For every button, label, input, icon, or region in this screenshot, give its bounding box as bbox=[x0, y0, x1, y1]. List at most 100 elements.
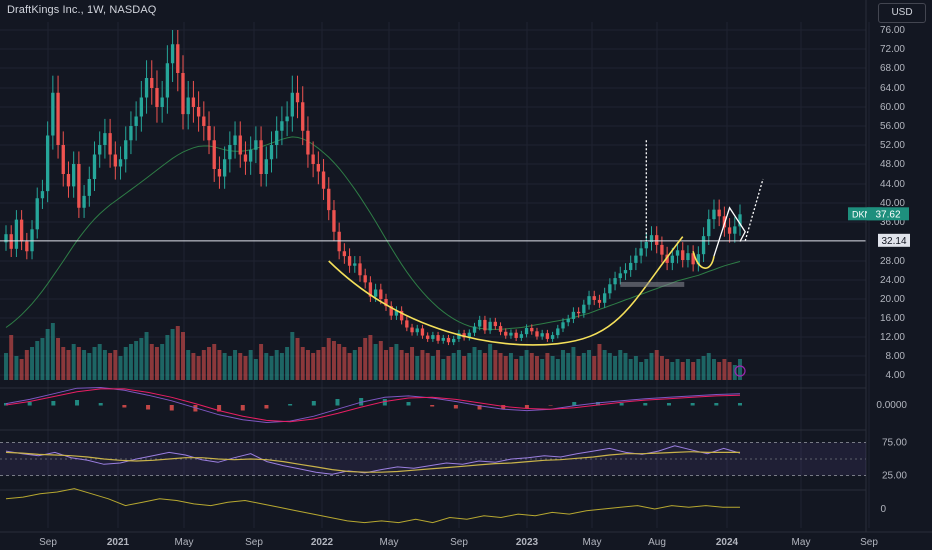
time-axis[interactable]: Sep 2021 May Sep 2022 May Sep 2023 May Aug 2024 May… bbox=[0, 531, 932, 548]
candle-body bbox=[696, 254, 701, 265]
candle-body bbox=[217, 169, 222, 177]
candle-body bbox=[347, 256, 352, 266]
macd-histogram-bar bbox=[406, 402, 411, 406]
candle-body bbox=[285, 116, 289, 122]
symbol-label: DKNG bbox=[852, 209, 878, 219]
candle-body bbox=[259, 140, 263, 174]
volume-bar bbox=[384, 350, 388, 380]
candle-body bbox=[425, 335, 430, 339]
rsi-tick-label: 25.00 bbox=[882, 471, 907, 482]
volume-bar bbox=[337, 344, 342, 380]
candle-body bbox=[540, 333, 544, 337]
macd-histogram-bar bbox=[51, 401, 56, 406]
volume-bar bbox=[160, 344, 165, 380]
volume-bar bbox=[597, 344, 602, 380]
macd-histogram-bar bbox=[217, 405, 222, 412]
candle-body bbox=[98, 145, 102, 155]
volume-bar bbox=[446, 356, 451, 380]
candle-body bbox=[368, 282, 373, 297]
volume-bar bbox=[212, 344, 217, 380]
volume-bar bbox=[207, 347, 211, 380]
candle-body bbox=[9, 234, 13, 249]
candle-body bbox=[592, 296, 596, 300]
macd-histogram-bar bbox=[122, 405, 127, 408]
candle-body bbox=[144, 78, 149, 98]
volume-bar bbox=[613, 356, 618, 380]
x-tick-label: May bbox=[583, 537, 602, 548]
macd-histogram-bar bbox=[264, 405, 269, 409]
candle-body bbox=[19, 219, 24, 242]
candle-body bbox=[353, 263, 357, 266]
volume-bar bbox=[149, 344, 154, 380]
volume-bar bbox=[649, 353, 654, 380]
breakout-projection bbox=[744, 178, 764, 241]
candle-body bbox=[202, 116, 206, 126]
currency-button[interactable]: USD bbox=[878, 3, 926, 23]
volume-bar bbox=[654, 350, 659, 380]
price-axis[interactable]: 76.00 72.00 68.00 64.00 60.00 56.00 52.00 48.00… bbox=[865, 0, 906, 532]
y-tick-label: 16.00 bbox=[880, 313, 905, 324]
macd-histogram-bar bbox=[288, 404, 293, 406]
volume-bar bbox=[165, 335, 170, 380]
macd-tick-label: 0.0000 bbox=[876, 400, 907, 411]
volume-bar bbox=[373, 344, 378, 380]
candle-body bbox=[196, 107, 201, 117]
y-tick-label: 8.00 bbox=[886, 351, 906, 362]
volume-bar bbox=[253, 359, 258, 380]
volume-bar bbox=[305, 350, 310, 380]
chart-title: DraftKings Inc., 1W, NASDAQ bbox=[7, 4, 157, 16]
volume-bar bbox=[508, 353, 513, 380]
y-tick-label: 76.00 bbox=[880, 25, 905, 36]
candle-body bbox=[160, 97, 164, 107]
volume-bar bbox=[394, 344, 399, 380]
x-tick-label: May bbox=[380, 537, 399, 548]
candle-body bbox=[717, 209, 721, 217]
x-tick-label: 2022 bbox=[311, 537, 334, 548]
volume-bar bbox=[420, 350, 425, 380]
volume-bar bbox=[40, 338, 45, 380]
oscillator-line bbox=[5, 488, 740, 524]
volume-bar bbox=[342, 347, 347, 380]
candle-body bbox=[571, 311, 576, 319]
macd-histogram-bar bbox=[453, 405, 458, 409]
y-tick-label: 60.00 bbox=[880, 102, 905, 113]
candle-body bbox=[212, 140, 216, 169]
candle-body bbox=[280, 121, 284, 131]
level-label: 32.14 bbox=[881, 236, 906, 247]
candle-body bbox=[150, 78, 154, 88]
volume-bar bbox=[368, 335, 373, 380]
candle-body bbox=[56, 92, 60, 145]
candle-body bbox=[40, 191, 45, 199]
volume-bar bbox=[456, 350, 461, 380]
candle-body bbox=[457, 333, 461, 339]
macd-histogram-bar bbox=[477, 405, 482, 410]
volume-bar bbox=[441, 359, 446, 380]
candle-body bbox=[587, 296, 591, 305]
candle-body bbox=[535, 331, 539, 337]
macd-histogram-bar bbox=[75, 400, 80, 406]
candle-body bbox=[530, 327, 534, 332]
macd-histogram-bar bbox=[169, 405, 174, 411]
macd-histogram-bar bbox=[524, 405, 529, 409]
volume-bar bbox=[196, 356, 201, 380]
volume-bar bbox=[415, 356, 420, 380]
volume-bar bbox=[87, 353, 92, 380]
candle-body bbox=[738, 214, 742, 227]
volume-bar bbox=[71, 344, 76, 380]
candle-body bbox=[301, 102, 305, 131]
volume-bar bbox=[108, 353, 113, 380]
candle-body bbox=[191, 97, 196, 107]
volume-bar bbox=[113, 350, 118, 380]
volume-bar bbox=[123, 347, 128, 380]
candle-body bbox=[545, 333, 550, 339]
volume-bar bbox=[50, 323, 55, 380]
volume-bar bbox=[92, 347, 97, 380]
event-marker bbox=[734, 365, 746, 377]
candle-body bbox=[639, 248, 643, 256]
candle-body bbox=[665, 254, 669, 263]
candle-body bbox=[363, 275, 367, 283]
candle-body bbox=[238, 135, 242, 155]
volume-bar bbox=[644, 359, 649, 380]
candle-body bbox=[519, 334, 524, 338]
